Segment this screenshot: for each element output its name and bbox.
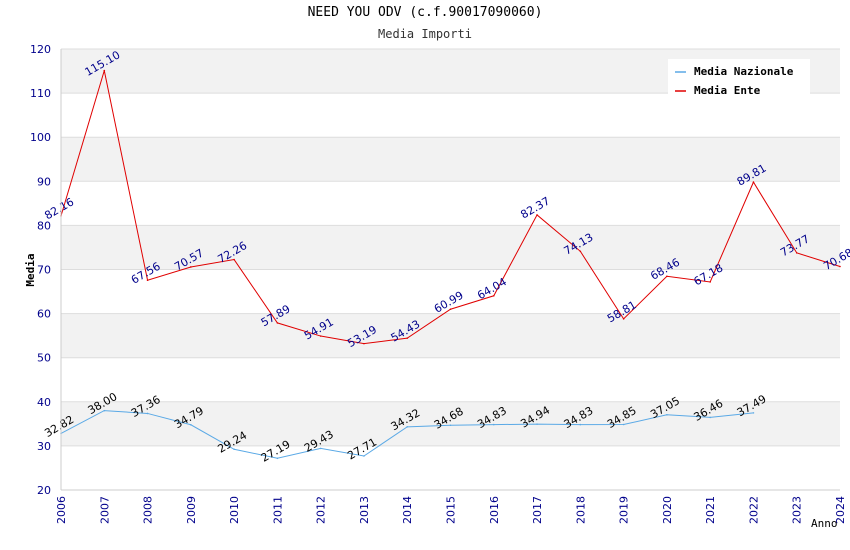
data-point <box>709 416 711 419</box>
chart-title: NEED YOU ODV (c.f.90017090060) <box>307 5 543 20</box>
data-point <box>233 448 235 451</box>
y-tick-label: 60 <box>37 308 51 321</box>
x-tick-label: 2010 <box>228 496 241 524</box>
x-tick-label: 2008 <box>142 496 155 524</box>
data-point <box>449 424 452 427</box>
x-tick-label: 2014 <box>401 496 414 524</box>
x-tick-label: 2006 <box>55 496 68 524</box>
grid-band <box>61 445 840 490</box>
y-tick-label: 50 <box>37 352 51 365</box>
data-point <box>579 250 582 253</box>
data-point <box>406 337 409 339</box>
data-point <box>579 423 582 426</box>
data-point <box>752 181 755 183</box>
y-tick-label: 100 <box>30 131 51 144</box>
data-point <box>449 308 452 311</box>
y-tick-label: 80 <box>37 219 51 232</box>
data-point <box>709 281 711 283</box>
data-point <box>233 258 235 261</box>
x-tick-label: 2009 <box>185 496 198 524</box>
data-point <box>839 265 841 268</box>
data-point <box>103 409 106 412</box>
data-point <box>795 252 798 254</box>
grid-band <box>61 225 840 270</box>
grid-band <box>61 181 840 226</box>
x-tick-label: 2012 <box>315 496 328 524</box>
chart-subtitle: Media Importi <box>378 27 472 41</box>
x-tick-label: 2007 <box>98 496 111 524</box>
data-point <box>146 412 149 415</box>
x-tick-label: 2023 <box>791 496 804 524</box>
y-axis-label: Media <box>24 253 37 286</box>
x-tick-label: 2016 <box>488 496 501 524</box>
y-tick-label: 30 <box>37 440 51 453</box>
data-point <box>363 342 365 345</box>
data-point <box>190 266 192 268</box>
y-tick-label: 90 <box>37 175 51 188</box>
data-point <box>319 335 322 337</box>
data-point <box>666 414 668 416</box>
data-point <box>319 447 322 450</box>
grid-band <box>61 401 840 446</box>
x-tick-label: 2017 <box>531 496 544 524</box>
x-tick-label: 2021 <box>704 496 717 524</box>
data-point <box>536 423 538 425</box>
legend-label: Media Nazionale <box>694 65 794 78</box>
data-point <box>103 69 106 72</box>
grid-band <box>61 357 840 402</box>
legend-label: Media Ente <box>694 84 761 97</box>
x-tick-label: 2015 <box>445 496 458 524</box>
x-tick-label: 2020 <box>661 496 674 524</box>
data-point <box>492 423 495 426</box>
x-tick-label: 2019 <box>618 496 631 524</box>
y-tick-label: 70 <box>37 264 51 277</box>
legend-box <box>668 59 810 97</box>
grid-band <box>61 137 840 182</box>
x-tick-label: 2022 <box>747 496 760 524</box>
grid-band <box>61 269 840 314</box>
data-point <box>666 275 668 278</box>
y-tick-label: 120 <box>30 43 51 56</box>
data-point <box>752 412 755 414</box>
data-point <box>622 318 625 320</box>
data-point <box>146 279 149 282</box>
grid-band <box>61 313 840 358</box>
x-tick-label: 2013 <box>358 496 371 524</box>
y-tick-label: 110 <box>30 87 51 100</box>
x-tick-label: 2024 <box>834 496 847 524</box>
y-tick-label: 20 <box>37 484 51 497</box>
x-axis-label: Anno <box>811 517 838 530</box>
data-point <box>536 214 538 216</box>
data-point <box>276 457 279 460</box>
data-point <box>406 426 409 428</box>
y-tick-label: 40 <box>37 396 51 409</box>
grid-band <box>61 93 840 138</box>
data-point <box>276 322 279 324</box>
data-point <box>492 294 495 297</box>
data-point <box>363 455 365 457</box>
data-point <box>190 423 192 426</box>
x-tick-label: 2011 <box>271 496 284 524</box>
x-tick-label: 2018 <box>574 496 587 524</box>
data-point <box>622 423 625 426</box>
